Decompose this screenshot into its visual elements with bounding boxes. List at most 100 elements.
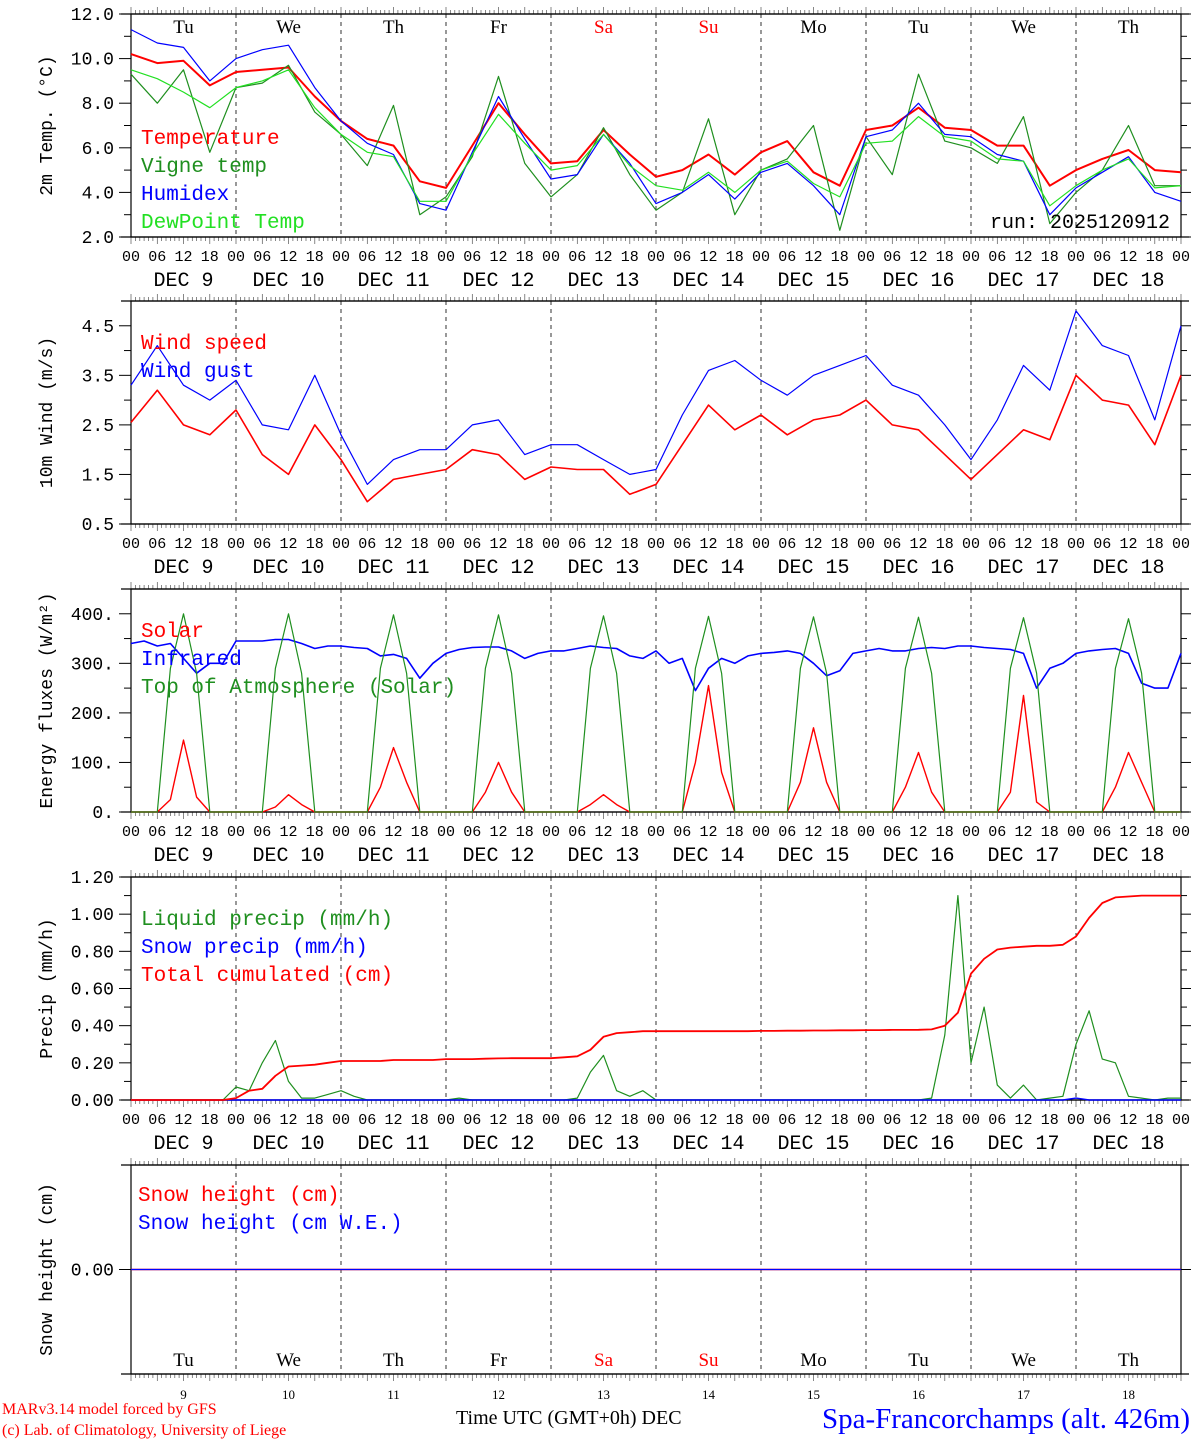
day-number-label: 16 [912,1387,926,1402]
x-hour-label: 12 [384,824,402,841]
x-hour-label: 18 [306,824,324,841]
y-tick-label: 0.00 [71,1262,114,1282]
x-hour-label: 12 [1119,824,1137,841]
x-date-label: DEC 18 [1092,845,1164,868]
x-date-label: DEC 15 [777,270,849,293]
x-hour-label: 12 [594,824,612,841]
x-hour-label: 00 [227,1112,245,1129]
x-hour-label: 18 [726,249,744,266]
x-hour-label: 00 [122,249,140,266]
y-tick-label: 8.0 [82,95,114,115]
y-tick-label: 0. [92,804,114,824]
x-hour-label: 12 [1119,1112,1137,1129]
x-hour-label: 00 [1172,1112,1190,1129]
x-hour-label: 06 [148,824,166,841]
x-date-label: DEC 10 [252,270,324,293]
x-hour-label: 00 [122,536,140,553]
x-hour-label: 00 [647,536,665,553]
x-date-label: DEC 11 [357,845,429,868]
x-hour-label: 00 [437,824,455,841]
x-date-label: DEC 9 [153,845,213,868]
legend-entry: Liquid precip (mm/h) [141,909,393,932]
x-hour-label: 00 [857,249,875,266]
x-hour-label: 00 [122,824,140,841]
x-hour-label: 18 [621,249,639,266]
x-hour-label: 12 [384,536,402,553]
x-hour-label: 18 [1146,1112,1164,1129]
x-hour-label: 12 [699,536,717,553]
x-date-label: DEC 11 [357,1133,429,1156]
weekday-label: Th [1118,17,1140,38]
legend-entry: Infrared [141,649,242,672]
x-hour-label: 00 [1172,249,1190,266]
hour-ticks [130,582,1182,819]
x-hour-label: 06 [1093,824,1111,841]
x-hour-label: 00 [1067,1112,1085,1129]
x-hour-label: 06 [463,1112,481,1129]
x-hour-label: 00 [437,536,455,553]
x-date-label: DEC 13 [567,270,639,293]
x-hour-label: 00 [227,249,245,266]
x-hour-label: 06 [883,249,901,266]
x-date-label: DEC 18 [1092,1133,1164,1156]
x-date-label: DEC 16 [882,845,954,868]
x-hour-label: 00 [332,536,350,553]
weekday-label: We [276,1350,301,1371]
x-date-label: DEC 14 [672,557,744,580]
x-hour-label: 12 [909,536,927,553]
day-number-label: 10 [282,1387,295,1402]
x-hour-label: 12 [1014,249,1032,266]
y-tick-label: 2.5 [82,417,114,437]
x-hour-label: 06 [673,249,691,266]
x-hour-label: 18 [516,536,534,553]
weekday-label: Fr [490,1350,508,1371]
x-date-label: DEC 18 [1092,557,1164,580]
x-hour-label: 18 [936,824,954,841]
x-hour-label: 18 [726,1112,744,1129]
x-hour-label: 06 [148,536,166,553]
legend-entry: Vigne temp [141,156,267,179]
x-hour-label: 06 [568,249,586,266]
y-tick-label: 100. [71,754,114,774]
y-axis-label: 2m Temp. (°C) [38,55,58,195]
x-hour-label: 12 [489,824,507,841]
x-hour-label: 00 [332,1112,350,1129]
y-axis-label: Energy fluxes (W/m²) [38,592,58,808]
legend-entry: Snow precip (mm/h) [141,937,368,960]
x-hour-label: 00 [1067,824,1085,841]
x-hour-label: 06 [568,824,586,841]
weekday-label: Th [383,17,405,38]
x-hour-label: 12 [1014,1112,1032,1129]
x-hour-label: 00 [1067,249,1085,266]
day-number-label: 18 [1122,1387,1135,1402]
x-date-label: DEC 12 [462,1133,534,1156]
y-tick-label: 1.20 [71,869,114,889]
x-hour-label: 06 [673,536,691,553]
x-hour-label: 06 [358,249,376,266]
x-date-label: DEC 17 [987,845,1059,868]
x-hour-label: 06 [988,1112,1006,1129]
station-title: Spa-Francorchamps (alt. 426m) [822,1403,1190,1435]
x-date-label: DEC 18 [1092,270,1164,293]
x-hour-label: 00 [857,536,875,553]
x-hour-label: 00 [647,249,665,266]
x-hour-label: 12 [594,536,612,553]
x-hour-label: 06 [463,536,481,553]
x-hour-label: 00 [752,249,770,266]
y-tick-label: 1.5 [82,466,114,486]
x-hour-label: 12 [804,1112,822,1129]
x-hour-label: 06 [148,1112,166,1129]
x-hour-label: 12 [909,249,927,266]
x-hour-label: 00 [1172,536,1190,553]
x-hour-label: 06 [883,536,901,553]
series-line-infrared [130,638,1182,692]
weekday-label: Th [383,1350,405,1371]
weekday-label: Su [698,1350,719,1371]
x-hour-label: 12 [174,1112,192,1129]
hour-ticks [130,870,1182,1107]
day-number-label: 9 [180,1387,187,1402]
weekday-label: Mo [800,17,826,38]
x-hour-label: 12 [909,1112,927,1129]
x-date-label: DEC 13 [567,845,639,868]
